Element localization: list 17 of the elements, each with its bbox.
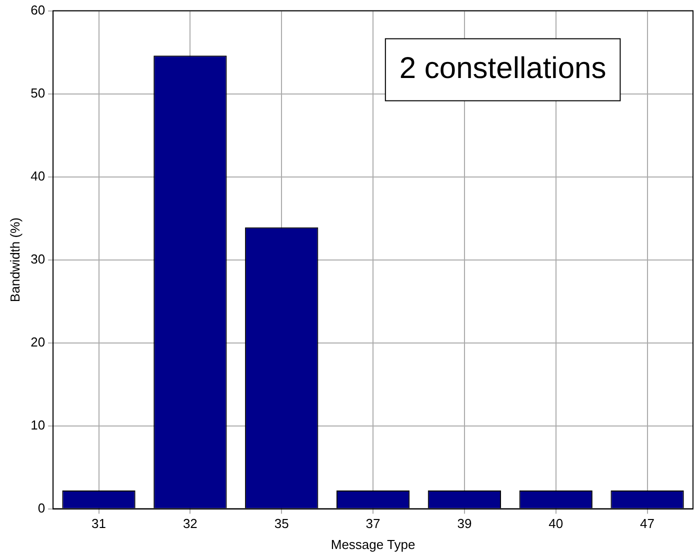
x-tick-label: 31 (92, 516, 106, 532)
x-tick-label: 35 (274, 516, 289, 532)
y-axis-title: Bandwidth (%) (7, 218, 22, 302)
y-tick-label: 60 (30, 2, 46, 18)
y-tick-label: 0 (38, 500, 46, 516)
y-tick-label: 40 (30, 168, 46, 184)
x-axis-title: Message Type (330, 536, 416, 552)
y-tick-label: 20 (30, 334, 46, 350)
y-tick-label: 50 (30, 85, 46, 100)
annotation: 2 constellations (399, 52, 606, 86)
x-tick-label: 32 (182, 516, 198, 532)
x-tick-label: 47 (640, 516, 655, 532)
y-tick-label: 30 (30, 251, 46, 266)
x-tick-label: 39 (457, 516, 472, 532)
x-tick-label: 37 (366, 516, 380, 532)
x-tick-label: 40 (548, 516, 564, 532)
y-tick-label: 10 (30, 417, 46, 432)
